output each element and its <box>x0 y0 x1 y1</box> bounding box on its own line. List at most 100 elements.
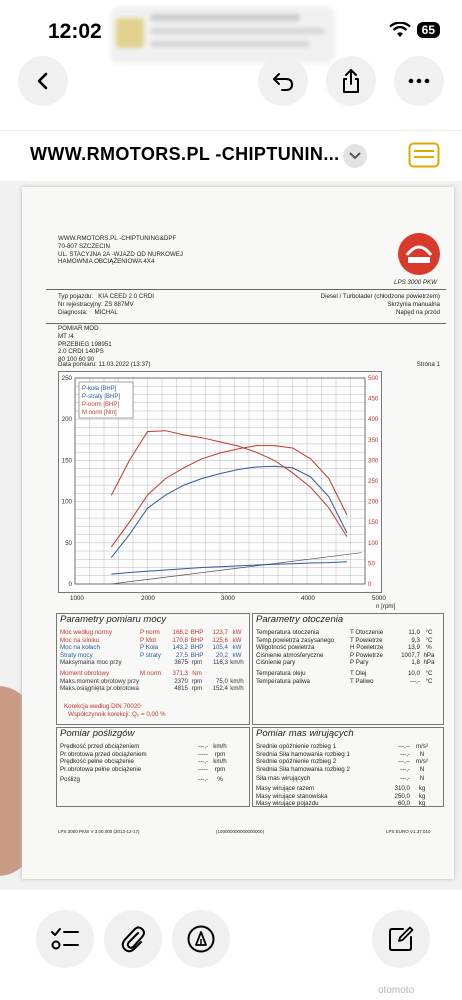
power-section-title: Parametry pomiaru mocy <box>60 614 167 625</box>
slip-unit: rpm <box>214 750 226 758</box>
compose-icon <box>389 926 414 951</box>
legend-entry: P-straty [BHP] <box>82 394 120 400</box>
more-icon <box>408 78 430 84</box>
param-value-2: 20,2 <box>215 651 228 659</box>
footer-left: LPS 3000 PKW V 3.00.000 (2013-12-17) <box>58 829 140 834</box>
pencil-case-icon <box>408 142 440 168</box>
env-symbol: H Powietrze <box>350 644 384 652</box>
parameter-row: Średnie opóźnienie rozbieg 1 ---,-- m/s² <box>256 743 440 751</box>
markup-button[interactable] <box>172 910 230 968</box>
mass-label: Masy wirujące razem <box>256 784 315 792</box>
legend-box <box>78 381 134 419</box>
parameter-row: Moment obrotowy M norm 371,3 Nm <box>60 670 246 678</box>
document-title-bar: WWW.RMOTORS.PL -CHIPTUNIN... <box>0 130 462 182</box>
document-title: WWW.RMOTORS.PL -CHIPTUNIN... <box>30 144 340 164</box>
slip-label: Pr.obrotowa pełne obciążenie <box>60 765 142 773</box>
param-symbol <box>140 685 166 693</box>
mass-value: 310,0 <box>394 784 410 792</box>
vehicle-diagnostician: Diagnosta: MICHAL <box>58 308 118 316</box>
more-button[interactable] <box>394 56 444 106</box>
share-button[interactable] <box>326 56 376 106</box>
slip-value: ---,- <box>198 743 208 750</box>
series-line-3 <box>110 430 348 537</box>
mass-value: 250,0 <box>394 792 410 800</box>
parameter-row: Poślizg ---,-% <box>60 776 246 784</box>
param-unit: BHP <box>190 636 204 644</box>
param-label: Straty mocy <box>60 651 93 659</box>
title-dropdown-button[interactable] <box>343 144 367 168</box>
mass-label: Średnie opóźnienie rozbieg 1 <box>256 743 337 750</box>
param-unit-2: km/h <box>230 685 244 693</box>
parameter-row: Prędkość pełne obciążenie ---,- km/h <box>60 758 246 766</box>
slip-value: ----- <box>197 750 208 758</box>
mass-section-title: Pomiar mas wirujących <box>256 728 354 739</box>
y-tick-label-left: 200 <box>62 416 73 423</box>
parameter-row: Średnia Siła hamowania rozbieg 1 ---,- N <box>256 751 440 759</box>
param-value: 3675 <box>174 659 188 667</box>
engine-info: Diesel / Turbolader (chłodzone powietrze… <box>320 293 440 316</box>
env-unit: % <box>426 644 432 652</box>
env-value: 1007,7 <box>401 651 420 659</box>
y-tick-label-right: 150 <box>368 519 379 526</box>
y-tick-label-left: 0 <box>69 581 73 588</box>
power-parameters: Moc według normy P norm 168,2 BHP 123,7 kW Moc… <box>60 629 246 693</box>
param-label: Moment obrotowy <box>60 669 110 677</box>
series-line-0 <box>110 465 348 558</box>
param-symbol <box>140 678 166 686</box>
param-unit-2: kW <box>232 629 242 636</box>
parameter-row: Siła mas wirujących ---,- N <box>256 775 440 783</box>
param-unit: Nm <box>192 669 202 677</box>
env-value: 10,0 <box>407 669 420 677</box>
param-unit: rpm <box>191 685 203 693</box>
back-button[interactable] <box>18 56 68 106</box>
param-unit: BHP <box>190 644 204 652</box>
param-value: 170,8 <box>172 636 188 644</box>
x-tick-label-5000: 5000 <box>372 595 386 602</box>
markup-toolbar-button[interactable] <box>408 142 440 173</box>
compose-button[interactable] <box>372 910 430 968</box>
paperclip-icon <box>121 926 145 953</box>
y-tick-label-left: 50 <box>65 540 72 547</box>
param-unit-2: kW <box>232 644 242 652</box>
parameter-row: Masy wirujące razem 310,0 kg <box>256 785 440 793</box>
notification-banner[interactable] <box>110 6 335 64</box>
param-unit: rpm <box>191 659 203 667</box>
parameter-row: Temperatura otoczenia T Otoczenie 11,0 °C <box>256 629 440 637</box>
x-axis-label: n [rpm] <box>376 603 396 610</box>
env-unit: °C <box>425 669 433 677</box>
mass-unit: N <box>419 775 425 783</box>
param-value: 371,3 <box>172 669 188 677</box>
mass-value: 60,0 <box>397 800 410 808</box>
param-value: 2370 <box>174 677 188 685</box>
slip-value: ----- <box>197 765 208 773</box>
param-symbol: P straty <box>140 651 161 659</box>
checklist-icon <box>51 928 79 950</box>
env-symbol: T Olej <box>350 669 367 677</box>
y-tick-label-left: 250 <box>62 375 73 382</box>
param-value: 4815 <box>174 685 188 693</box>
param-unit-2: km/h <box>230 659 244 667</box>
vehicle-registration: Nr rejestracyjny: ZS 887MV <box>58 300 134 308</box>
env-label: Wilgotność powietrza <box>256 644 315 652</box>
parameter-row: Maksymalna moc przy 3675 rpm 116,3 km/h <box>60 659 246 667</box>
document-viewer[interactable]: WWW.RMOTORS.PL -CHIPTUNING&DPF 70-807 SZ… <box>0 181 462 890</box>
slip-label: Poślizg <box>60 776 80 784</box>
param-label: Maks.moment obrotowy przy <box>60 677 140 685</box>
mass-label: Siła mas wirujących <box>256 775 311 783</box>
battery-icon: 65 <box>416 22 440 38</box>
undo-icon <box>273 73 294 91</box>
measurement-notes: POMIAR MOD MT /4 PRZEBIEG 198951 2.0 CRD… <box>58 325 112 363</box>
series-line-2 <box>110 445 348 548</box>
legend-entry: M norm [Nm] <box>82 410 117 416</box>
correction-factor: Współczynnik korekcji: Q₀ = 0,00 % <box>68 711 166 718</box>
param-symbol: P Mot <box>140 636 157 644</box>
undo-button[interactable] <box>258 56 308 106</box>
y-tick-label-right: 450 <box>368 396 379 403</box>
env-label: Ciśnienie pary <box>256 659 296 667</box>
env-unit: °C <box>425 677 433 685</box>
param-label: Moc według normy <box>60 629 112 636</box>
attachment-button[interactable] <box>104 910 162 968</box>
parameter-row: Wilgotność powietrza H Powietrze 13,9% <box>256 644 440 652</box>
vehicle-info: Typ pojazdu: KIA CEED 2.0 CRDI Nr rejest… <box>58 293 154 316</box>
checklist-button[interactable] <box>36 910 94 968</box>
